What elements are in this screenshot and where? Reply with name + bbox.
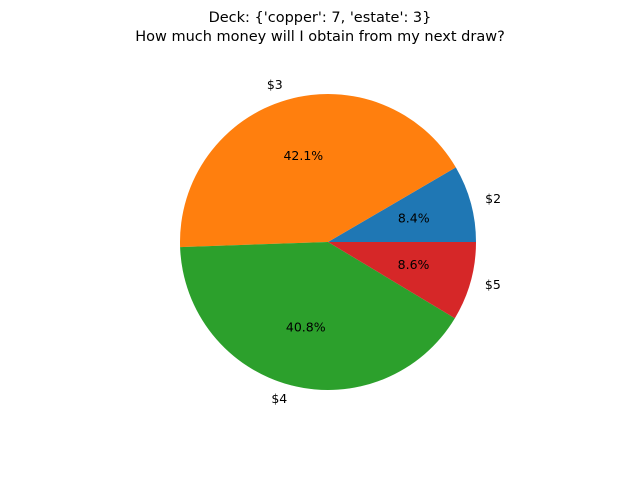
pie-labels: $2 8.4% $3 42.1% $4 40.8% $5 8.6%	[267, 77, 501, 406]
pie-slices	[180, 94, 476, 390]
slice-percent-5: 8.6%	[398, 257, 430, 272]
slice-label-3: $3	[267, 77, 283, 92]
slice-label-5: $5	[485, 277, 501, 292]
chart-title-line-1: Deck: {'copper': 7, 'estate': 3}	[209, 10, 432, 26]
chart-title-line-2: How much money will I obtain from my nex…	[135, 29, 505, 45]
pie-slice-2	[328, 167, 476, 242]
pie-slice-4	[180, 242, 455, 390]
pie-slice-5	[328, 242, 476, 319]
pie-slice-3	[180, 94, 456, 248]
slice-percent-3: 42.1%	[283, 148, 323, 163]
slice-percent-2: 8.4%	[398, 210, 430, 225]
slice-label-2: $2	[485, 191, 501, 206]
slice-percent-4: 40.8%	[286, 319, 326, 334]
slice-label-4: $4	[271, 391, 287, 406]
